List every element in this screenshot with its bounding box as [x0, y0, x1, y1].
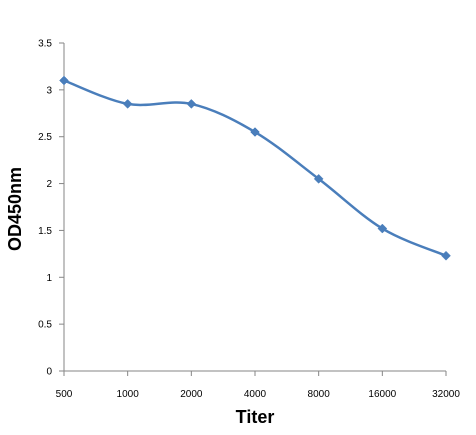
data-point-marker: [377, 223, 388, 234]
y-tick-label: 3.5: [38, 39, 52, 50]
series-layer: [59, 75, 451, 261]
x-axis-ticks: 500 1000 2000 4000 8000 16000 32000: [56, 371, 460, 400]
x-tick-label: 4000: [244, 389, 267, 400]
data-point-marker: [441, 250, 451, 261]
data-point-marker: [186, 99, 197, 109]
x-tick-label: 16000: [368, 389, 396, 400]
y-tick-label: 2.5: [38, 132, 52, 143]
x-axis-title: Titer: [236, 407, 275, 427]
x-tick-label: 8000: [308, 389, 331, 400]
y-tick-label: 3: [46, 85, 52, 96]
y-axis-title: OD450nm: [5, 167, 25, 251]
x-tick-label: 32000: [432, 389, 460, 400]
x-tick-label: 500: [56, 389, 73, 400]
y-axis-ticks: 0 0.5 1 1.5 2 2.5 3 3.5: [38, 39, 64, 378]
data-point-marker: [313, 174, 324, 184]
y-tick-label: 1: [46, 273, 52, 284]
data-point-marker: [250, 127, 260, 137]
y-tick-label: 0.5: [38, 320, 52, 331]
x-tick-label: 1000: [117, 389, 140, 400]
y-tick-label: 2: [46, 179, 52, 190]
y-tick-label: 0: [46, 367, 52, 378]
series-line: [62, 79, 448, 257]
data-point-marker: [59, 75, 69, 86]
y-tick-label: 1.5: [38, 226, 52, 237]
x-tick-label: 2000: [180, 389, 203, 400]
data-point-marker: [122, 99, 133, 109]
